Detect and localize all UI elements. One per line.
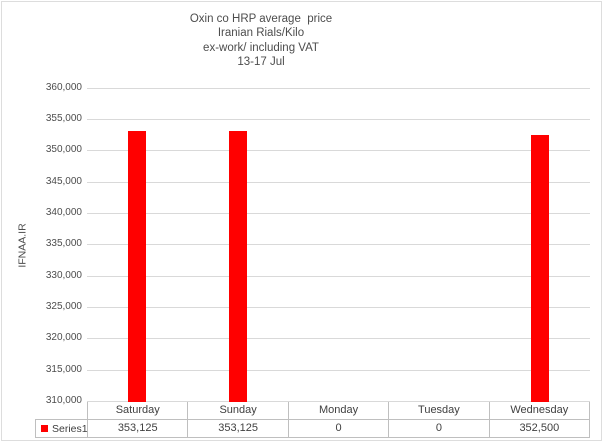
bar-sunday	[228, 130, 247, 402]
gridline	[87, 276, 590, 277]
gridline	[87, 213, 590, 214]
table-value-cell: 353,125	[117, 422, 158, 434]
y-tick-label: 325,000	[45, 300, 82, 312]
title-line-2: Iranian Rials/Kilo	[217, 27, 305, 40]
y-tick-label: 350,000	[45, 144, 82, 156]
chart-title: Oxin co HRP average price Iranian Rials/…	[0, 12, 522, 69]
gridline	[87, 370, 590, 371]
y-tick-label: 310,000	[45, 395, 82, 406]
gridline	[87, 338, 590, 339]
table-value-cell: 353,125	[187, 420, 287, 437]
series1-legend-swatch-icon	[41, 425, 48, 432]
table-header-cell: Monday	[287, 402, 388, 419]
bar-saturday	[128, 130, 147, 402]
y-tick-label: 335,000	[45, 238, 82, 250]
data-table: Saturday Sunday Monday Tuesday Wednesday Ser…	[35, 401, 590, 438]
title-line-1: Oxin co HRP average price	[189, 13, 333, 25]
table-header-cell: Saturday	[115, 404, 160, 416]
y-tick-label: 340,000	[45, 206, 82, 218]
y-tick-label: 345,000	[45, 175, 82, 187]
title-line-3: ex-work/ including VAT	[203, 41, 319, 54]
table-value-cell: 0	[388, 420, 488, 437]
y-tick-label: 355,000	[45, 112, 82, 124]
gridline	[87, 307, 590, 308]
legend-cell: Series1	[36, 420, 88, 437]
y-tick-label: 320,000	[45, 332, 82, 344]
gridline	[87, 150, 590, 151]
gridline	[87, 88, 590, 89]
title-line-4: 13-17 Jul	[237, 55, 285, 68]
table-header-row: Saturday Sunday Monday Tuesday Wednesday	[87, 401, 590, 419]
gridline	[87, 182, 590, 183]
table-value-cell: 0	[287, 420, 388, 437]
y-tick-label: 315,000	[45, 363, 82, 375]
table-value-cell: 352,500	[488, 420, 589, 437]
table-data-row: Series1 353,125 353,125 0 0 352,500	[35, 419, 590, 438]
bar-wednesday	[530, 134, 549, 402]
y-tick-label: 330,000	[45, 269, 82, 281]
table-header-cell: Wednesday	[488, 402, 589, 419]
table-header-cell: Tuesday	[388, 402, 488, 419]
gridline	[87, 401, 590, 402]
gridline	[87, 244, 590, 245]
legend-label: Series1	[52, 422, 88, 435]
table-header-cell: Sunday	[187, 402, 287, 419]
gridline	[87, 119, 590, 120]
y-tick-label: 360,000	[45, 81, 82, 93]
